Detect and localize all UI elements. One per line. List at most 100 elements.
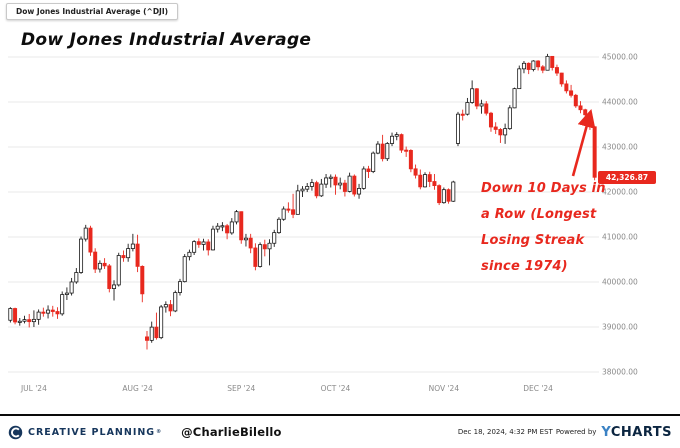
candle-body — [314, 182, 319, 197]
powered-by-label: Powered by — [555, 428, 597, 436]
candle-body — [423, 174, 428, 188]
candle-body — [559, 72, 564, 85]
candle-body — [234, 211, 239, 223]
candle-body — [79, 238, 84, 273]
candle-body — [578, 105, 583, 111]
candle-body — [267, 242, 272, 250]
annotation-line: Losing Streak — [481, 233, 585, 248]
candle-body — [74, 272, 79, 283]
candle-body — [97, 262, 102, 270]
candle-body — [512, 88, 517, 109]
candle-body — [427, 174, 432, 182]
candle-body — [60, 294, 65, 315]
candle-body — [262, 244, 267, 250]
candle-body — [243, 237, 248, 241]
candle-body — [573, 94, 578, 107]
candle-body — [503, 128, 508, 136]
candle-body — [413, 168, 418, 176]
candle-body — [215, 225, 220, 230]
creative-planning-logo — [8, 425, 23, 439]
candle-body — [187, 251, 192, 258]
candle-body — [154, 326, 159, 339]
registered-mark: ® — [156, 429, 162, 435]
candle-body — [130, 243, 135, 249]
annotation-text: Down 10 Days in a Row (Longest Losing St… — [481, 176, 606, 280]
candle-body — [408, 150, 413, 170]
candle-body — [229, 221, 234, 234]
candle-body — [112, 284, 117, 289]
candle-body — [357, 187, 362, 195]
candle-body — [352, 175, 357, 195]
candle-body — [569, 90, 574, 96]
x-axis-label: OCT '24 — [321, 384, 351, 393]
chart-timestamp: Dec 18, 2024, 4:32 PM EST — [457, 428, 553, 436]
candle-body — [31, 318, 36, 323]
candle-body — [173, 292, 178, 312]
annotation-line: since 1974) — [481, 259, 568, 274]
candle-body — [531, 60, 536, 70]
annotation-line: Down 10 Days in — [481, 181, 606, 196]
candle-body — [13, 308, 18, 323]
candle-body — [465, 102, 470, 115]
candle-body — [554, 67, 559, 74]
candle-body — [69, 281, 74, 294]
candle-body — [22, 319, 27, 322]
candle-body — [27, 319, 32, 323]
candlestick-chart: 38000.00 39000.00 40000.00 41000.00 42000.00… — [8, 53, 638, 393]
candle-body — [55, 311, 60, 315]
candle-body — [286, 208, 291, 211]
candle-body — [159, 306, 164, 339]
candle-body — [545, 55, 550, 71]
candle-body — [168, 304, 173, 312]
candle-body — [592, 126, 597, 178]
candle-body — [498, 129, 503, 136]
annotation-line: a Row (Longest — [481, 207, 597, 222]
candle-body — [276, 218, 281, 234]
candle-body — [239, 211, 244, 241]
candle-body — [163, 304, 168, 308]
candle-body — [291, 209, 296, 215]
candle-body — [50, 309, 55, 312]
candle-body — [451, 181, 456, 202]
candle-body — [583, 109, 588, 116]
candle-body — [248, 237, 253, 249]
candle-body — [140, 265, 145, 295]
candle-body — [432, 181, 437, 187]
candle-body — [488, 112, 493, 128]
twitter-handle[interactable]: @CharlieBilello — [181, 425, 282, 439]
candle-body — [517, 68, 522, 90]
ycharts-logo[interactable]: YCHARTS — [601, 424, 672, 440]
candle-body — [390, 135, 395, 144]
candle-body — [587, 114, 592, 128]
y-axis-label: 40000.00 — [602, 278, 638, 287]
candle-body — [258, 244, 263, 267]
candle-body — [210, 228, 215, 251]
candle-body — [107, 265, 112, 289]
y-axis-label: 43000.00 — [602, 143, 638, 152]
candle-body — [550, 55, 555, 68]
candle-body — [399, 134, 404, 151]
candle-body — [394, 134, 399, 137]
candle-body — [324, 177, 329, 185]
candle-body — [347, 175, 352, 192]
candle-body — [536, 60, 541, 68]
last-price-badge: 42,326.87 — [598, 170, 656, 184]
y-axis-label: 39000.00 — [602, 323, 638, 332]
footer-divider — [0, 414, 680, 416]
y-axis-label: 41000.00 — [602, 233, 638, 242]
candle-body — [8, 308, 13, 321]
candle-body — [474, 88, 479, 107]
candle-body — [507, 107, 512, 130]
candle-body — [83, 227, 88, 240]
candle-body — [333, 176, 338, 186]
series-legend-chip[interactable]: Dow Jones Industrial Average (^DJI) — [6, 3, 179, 20]
candle-body — [361, 168, 366, 189]
candle-body — [300, 188, 305, 192]
candle-body — [371, 152, 376, 172]
creative-planning-wordmark: CREATIVE PLANNING — [28, 426, 156, 438]
candle-body — [441, 189, 446, 204]
candle-body — [182, 256, 187, 283]
candle-body — [404, 149, 409, 152]
candle-body — [36, 311, 41, 320]
x-axis-label: NOV '24 — [429, 384, 460, 393]
